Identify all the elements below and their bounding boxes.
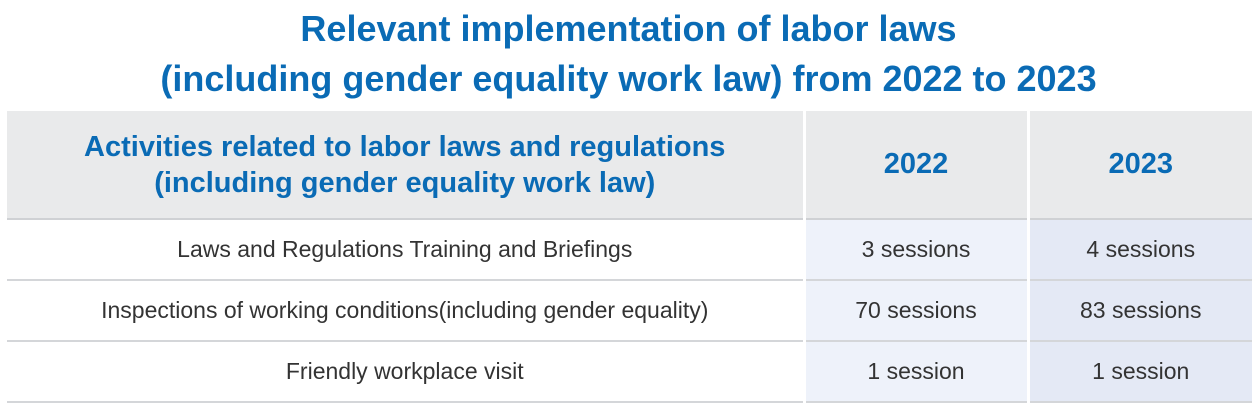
page-title-line-1: Relevant implementation of labor laws xyxy=(300,8,957,49)
column-header-activity-line-1: Activities related to labor laws and reg… xyxy=(84,130,726,163)
value-cell-2022: 3 sessions xyxy=(802,219,1028,281)
column-header-activity-line-2: (including gender equality work law) xyxy=(154,166,656,199)
column-header-2022: 2022 xyxy=(804,111,1030,220)
column-header-activity: Activities related to labor laws and reg… xyxy=(7,111,806,220)
table-row: Laws and Regulations Training and Briefi… xyxy=(7,219,1252,281)
value-cell-2023: 83 sessions xyxy=(1026,280,1252,342)
table-row: Inspections of working conditions(includ… xyxy=(7,280,1252,342)
table-header: Activities related to labor laws and reg… xyxy=(7,111,1252,220)
table-row: Friendly workplace visit 1 session 1 ses… xyxy=(7,341,1252,403)
page-title-line-2: (including gender equality work law) fro… xyxy=(160,58,1097,99)
column-header-2023: 2023 xyxy=(1028,111,1252,220)
page-title: Relevant implementation of labor laws (i… xyxy=(0,4,1257,104)
value-cell-2022: 1 session xyxy=(802,341,1028,403)
value-cell-2023: 1 session xyxy=(1026,341,1252,403)
activity-cell: Inspections of working conditions(includ… xyxy=(7,280,804,342)
activity-cell: Laws and Regulations Training and Briefi… xyxy=(7,219,804,281)
value-cell-2023: 4 sessions xyxy=(1026,219,1252,281)
table-body: Laws and Regulations Training and Briefi… xyxy=(7,219,1252,403)
activity-cell: Friendly workplace visit xyxy=(7,341,804,403)
labor-law-activities-table: Activities related to labor laws and reg… xyxy=(7,111,1252,403)
value-cell-2022: 70 sessions xyxy=(802,280,1028,342)
table-header-row: Activities related to labor laws and reg… xyxy=(7,111,1252,220)
